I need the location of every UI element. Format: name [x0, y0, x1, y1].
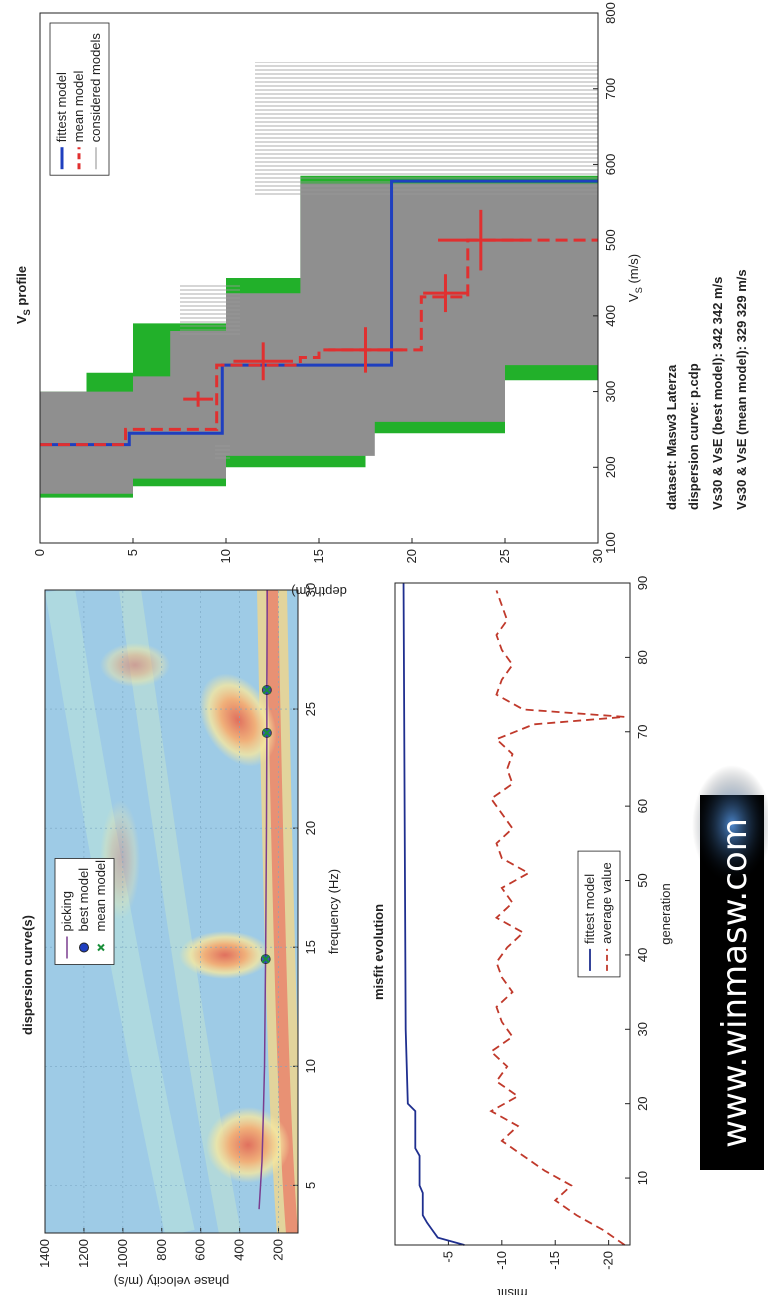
y-tick-label: -5: [440, 1251, 455, 1263]
x-tick-label: 15: [303, 940, 318, 954]
series-line: [258, 590, 269, 1210]
series-line: [40, 179, 598, 447]
x-tick-label: 80: [635, 650, 650, 664]
legend-label: mean model: [93, 860, 108, 932]
x-axis-label: frequency (Hz): [326, 869, 341, 954]
series-line: [40, 238, 598, 447]
marker: [261, 954, 270, 964]
x-tick-label: 30: [635, 1022, 650, 1036]
x-axis-label-part: S: [634, 287, 644, 293]
y-tick-label: -10: [494, 1251, 509, 1270]
x-tick-label: 5: [303, 1182, 318, 1189]
annotation: Vs30 & VsE (mean model): 329 329 m/s: [734, 269, 749, 510]
y-tick-label: 200: [271, 1239, 286, 1261]
chart-title-part: profile: [14, 266, 29, 309]
x-axis-label: VS (m/s): [626, 254, 644, 302]
x-tick-label: 90: [635, 576, 650, 590]
y-tick-label: 25: [497, 549, 512, 563]
x-tick-label: 100: [603, 532, 618, 554]
y-axis-label: depth (m): [291, 584, 347, 599]
x-tick-label: 60: [635, 799, 650, 813]
x-tick-label: 10: [635, 1171, 650, 1185]
x-tick-label: 500: [603, 229, 618, 251]
y-tick-label: -15: [547, 1251, 562, 1270]
x-tick-label: 20: [303, 821, 318, 835]
y-tick-label: 0: [32, 549, 47, 556]
x-tick-label: 50: [635, 873, 650, 887]
chart-title: misfit evolution: [371, 904, 386, 1000]
legend-label: picking: [59, 891, 74, 931]
legend-label: considered models: [88, 33, 103, 143]
y-tick-label: 20: [404, 549, 419, 563]
x-tick-label: 70: [635, 725, 650, 739]
x-axis-label-part: (m/s): [626, 254, 641, 287]
x-tick-label: 200: [603, 456, 618, 478]
y-tick-label: 15: [311, 549, 326, 563]
y-tick-label: 800: [154, 1239, 169, 1261]
series-line: [489, 590, 626, 1246]
x-tick-label: 800: [603, 2, 618, 24]
chart-title-part: S: [22, 309, 32, 315]
legend-box: [577, 850, 621, 978]
legend-label: average value: [599, 862, 614, 944]
legend-label: fittest model: [54, 72, 69, 142]
plot-frame: [39, 12, 599, 544]
x-tick-label: 700: [603, 78, 618, 100]
plot-frame: [394, 582, 631, 1246]
chart-title-part: V: [14, 315, 29, 324]
x-tick-label: 10: [303, 1059, 318, 1073]
marker: [262, 728, 272, 738]
legend-box: [49, 22, 110, 176]
chart-title: VS profile: [14, 266, 32, 324]
y-tick-label: -20: [601, 1251, 616, 1270]
x-tick-label: 30: [303, 583, 318, 597]
dispersion-image: [45, 590, 298, 1233]
y-axis-label: phase velocity (m/s): [114, 1274, 230, 1289]
y-tick-label: 10: [218, 549, 233, 563]
y-tick-label: 5: [125, 549, 140, 556]
legend-label: mean model: [71, 71, 86, 143]
series-line: [402, 582, 465, 1246]
info-block: dataset: Masw3 Laterza dispersion curve:…: [664, 269, 749, 510]
banner: www.winmasw.com: [692, 765, 768, 1170]
considered-models: [40, 62, 598, 498]
legend-label: best model: [76, 868, 91, 932]
legend-swatch: [97, 943, 105, 952]
y-tick-label: 400: [232, 1239, 247, 1261]
x-axis-label: generation: [658, 883, 673, 944]
banner-text: www.winmasw.com: [715, 818, 755, 1148]
x-tick-label: 600: [603, 154, 618, 176]
legend-label: fittest model: [582, 874, 597, 944]
y-tick-label: 30: [590, 549, 605, 563]
plot-frame: [44, 589, 299, 1234]
marker: [262, 685, 272, 695]
x-tick-label: 40: [635, 948, 650, 962]
y-tick-label: 1200: [76, 1239, 91, 1268]
annotation: Vs30 & VsE (best model): 342 342 m/s: [710, 277, 725, 510]
y-tick-label: 1000: [115, 1239, 130, 1268]
y-axis-label: misfit: [497, 1286, 528, 1295]
x-axis-label-part: V: [626, 293, 641, 302]
x-tick-label: 25: [303, 702, 318, 716]
x-tick-label: 20: [635, 1096, 650, 1110]
y-tick-label: 1400: [37, 1239, 52, 1268]
annotation: dispersion curve: p.cdp: [686, 363, 701, 510]
x-tick-label: 300: [603, 381, 618, 403]
y-tick-label: 600: [193, 1239, 208, 1261]
legend-swatch: [79, 942, 89, 953]
x-tick-label: 400: [603, 305, 618, 327]
chart-title: dispersion curve(s): [20, 915, 35, 1035]
legend-box: [54, 858, 115, 965]
annotation: dataset: Masw3 Laterza: [664, 364, 679, 510]
